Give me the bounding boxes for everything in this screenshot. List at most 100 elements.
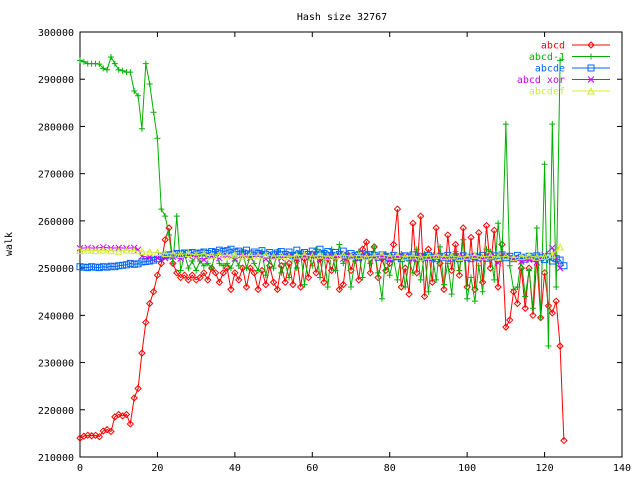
- data-point: [219, 248, 227, 256]
- data-point: [514, 284, 521, 290]
- data-point: [556, 342, 564, 350]
- y-tick-label: 240000: [38, 311, 74, 322]
- data-point: [402, 284, 409, 290]
- x-tick-label: 0: [77, 463, 83, 474]
- data-point: [207, 251, 216, 259]
- data-point: [166, 232, 173, 239]
- legend-label: abcde: [535, 64, 565, 75]
- data-point: [444, 260, 451, 267]
- data-point: [447, 251, 456, 260]
- data-point: [220, 262, 227, 269]
- data-point: [340, 260, 347, 267]
- data-point: [258, 266, 266, 275]
- data-point: [468, 274, 475, 281]
- data-point: [255, 267, 262, 274]
- data-point: [471, 298, 478, 305]
- data-point: [193, 267, 200, 274]
- data-point: [526, 267, 533, 274]
- data-point: [549, 121, 556, 128]
- data-point: [211, 269, 220, 277]
- data-point: [348, 284, 354, 290]
- data-point: [115, 262, 123, 270]
- data-point: [91, 431, 100, 439]
- data-point: [389, 240, 398, 249]
- data-point: [142, 318, 150, 327]
- data-point: [200, 249, 208, 258]
- axis-ticks: 0 20 40 60 80 100 120 140 210000 220000 230000 2400…: [38, 28, 631, 474]
- data-point: [513, 299, 522, 308]
- data-point: [262, 250, 270, 259]
- data-point: [506, 316, 514, 324]
- data-point: [107, 54, 114, 61]
- data-point: [91, 263, 99, 271]
- data-point: [185, 265, 192, 272]
- data-point: [215, 246, 223, 254]
- data-point: [103, 263, 111, 271]
- data-point: [509, 288, 518, 296]
- series-line: [79, 246, 561, 259]
- data-point: [107, 262, 115, 270]
- data-point: [158, 206, 165, 213]
- data-point: [204, 260, 211, 267]
- data-point: [552, 255, 560, 263]
- data-point: [366, 269, 375, 277]
- data-point: [80, 263, 88, 271]
- data-point: [455, 253, 464, 261]
- data-point: [525, 251, 533, 260]
- data-point: [270, 251, 278, 259]
- data-point: [251, 260, 258, 267]
- data-point: [235, 276, 243, 284]
- data-point: [517, 264, 526, 272]
- data-point: [99, 263, 107, 271]
- data-point: [409, 251, 417, 260]
- x-tick-label: 100: [458, 463, 476, 474]
- data-point: [460, 236, 467, 243]
- data-point: [107, 246, 115, 255]
- data-point: [107, 427, 115, 436]
- data-point: [324, 284, 331, 290]
- data-point: [282, 260, 289, 267]
- data-point: [243, 265, 250, 272]
- data-point: [122, 246, 131, 254]
- data-point: [289, 280, 297, 289]
- plot-frame: [79, 31, 623, 458]
- y-tick-label: 220000: [38, 406, 74, 417]
- data-point: [118, 412, 127, 420]
- data-point: [483, 246, 490, 253]
- data-point: [332, 267, 339, 274]
- x-tick-label: 60: [306, 463, 318, 474]
- data-point: [250, 248, 258, 256]
- data-point: [177, 255, 185, 263]
- data-point: [223, 251, 231, 260]
- data-point: [494, 283, 502, 291]
- data-point: [556, 242, 564, 251]
- data-point: [544, 253, 552, 261]
- data-point: [99, 427, 107, 435]
- data-point: [378, 295, 385, 302]
- data-point: [219, 269, 227, 277]
- data-point: [95, 432, 104, 441]
- data-point: [216, 260, 223, 267]
- x-tick-label: 20: [151, 463, 163, 474]
- data-point: [196, 273, 204, 282]
- data-point: [409, 269, 416, 276]
- data-point: [556, 264, 564, 272]
- data-point: [111, 263, 119, 271]
- data-point: [386, 272, 393, 279]
- legend-marker: [587, 41, 595, 49]
- data-point: [130, 394, 138, 402]
- data-point: [378, 250, 386, 259]
- data-point: [127, 69, 134, 76]
- data-point: [246, 264, 255, 272]
- data-point: [200, 256, 208, 263]
- data-point: [440, 285, 448, 294]
- legend-marker: [587, 64, 595, 72]
- data-point: [413, 269, 421, 277]
- data-point: [277, 251, 286, 259]
- data-point: [76, 246, 84, 255]
- data-point: [246, 251, 255, 259]
- data-point: [490, 226, 498, 235]
- data-point: [494, 253, 502, 261]
- data-point: [145, 247, 154, 256]
- data-point: [510, 286, 517, 293]
